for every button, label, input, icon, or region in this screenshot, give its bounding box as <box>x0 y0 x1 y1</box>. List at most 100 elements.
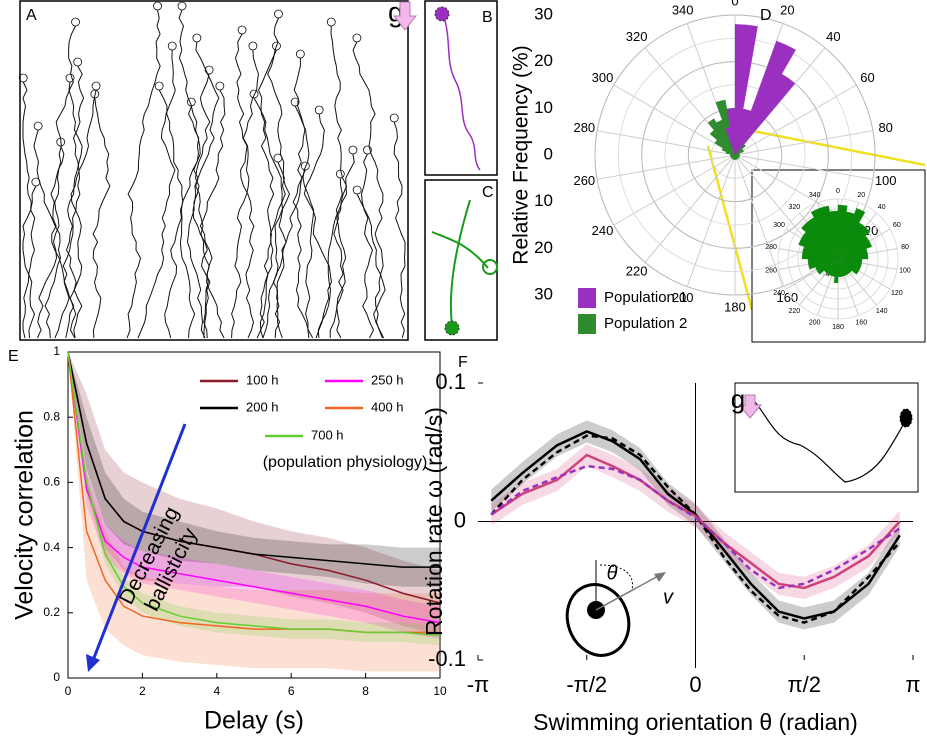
legend-label: 700 h <box>311 427 344 442</box>
cell <box>352 33 362 43</box>
theta-tick-label: 100 <box>875 173 897 188</box>
cell <box>18 73 28 83</box>
trajectory <box>329 25 348 339</box>
x-tick-label: 2 <box>139 684 146 698</box>
panel-label: B <box>482 9 493 26</box>
cell <box>186 97 196 107</box>
panel-label: F <box>458 354 468 371</box>
polar-bar <box>837 226 871 260</box>
gravity-arrow <box>737 394 763 419</box>
x-tick-label: 0 <box>65 684 72 698</box>
y-tick-label: 0.2 <box>43 605 60 619</box>
panel-label: A <box>26 7 37 24</box>
x-tick-label: 4 <box>213 684 220 698</box>
cell <box>290 97 300 107</box>
theta-tick-label: 220 <box>788 308 800 315</box>
polar-bar <box>837 240 873 260</box>
y-tick-label: 0.8 <box>43 409 60 423</box>
panel-a-frame <box>19 0 409 341</box>
cell <box>248 41 258 51</box>
trajectory <box>70 89 97 339</box>
legend-label: Population 2 <box>604 315 687 332</box>
cell <box>237 25 247 35</box>
trajectory <box>754 401 907 483</box>
error-band <box>68 352 440 587</box>
grid-spoke <box>734 130 873 156</box>
cell <box>444 320 460 336</box>
r-tick-label: 0 <box>544 144 553 163</box>
x-tick-label: 6 <box>288 684 295 698</box>
zoom-line <box>737 126 926 167</box>
trajectory <box>190 105 211 339</box>
r-tick-label: 20 <box>534 238 553 257</box>
polar-bar <box>837 258 859 275</box>
zoom-line <box>706 145 754 311</box>
cell <box>899 408 913 428</box>
cell <box>215 81 225 91</box>
trajectory <box>195 41 220 339</box>
velocity-arrow <box>595 574 661 611</box>
theta-tick-label: 260 <box>765 268 777 275</box>
cell <box>389 113 399 123</box>
cell-sketch <box>565 583 631 657</box>
theta-tick-label: 60 <box>893 222 901 229</box>
cell <box>204 65 214 75</box>
theta-tick-label: 320 <box>626 29 648 44</box>
angle-arc <box>599 564 634 591</box>
grid-spoke <box>613 154 736 226</box>
inset-frame <box>734 382 919 493</box>
trajectory <box>442 13 481 171</box>
theta-tick-label: 40 <box>878 204 886 211</box>
theta-tick-label: 120 <box>891 290 903 297</box>
legend-label: Population 1 <box>604 289 687 306</box>
cell <box>154 81 164 91</box>
y-tick-label: 0 <box>53 670 60 684</box>
polar-bar <box>819 205 839 260</box>
annotation: θ <box>607 562 618 584</box>
r-tick-label: 10 <box>534 191 553 210</box>
series-line <box>67 351 440 568</box>
panel-a-trajectories <box>18 1 406 339</box>
theta-tick-label: 40 <box>826 29 840 44</box>
theta-tick-label: 80 <box>878 120 892 135</box>
x-tick-label: -π/2 <box>566 672 607 697</box>
trajectory <box>33 129 62 339</box>
y-axis-title: Rotation rate ω (rad/s) <box>421 407 447 636</box>
polar-bar <box>707 118 736 156</box>
cell <box>335 169 345 179</box>
series-line <box>67 351 441 624</box>
r-tick-label: 10 <box>534 98 553 117</box>
x-tick-label: π <box>905 672 920 697</box>
trajectory <box>253 97 287 339</box>
trajectory <box>231 49 259 339</box>
theta-tick-label: 160 <box>855 320 867 327</box>
trajectory <box>158 89 184 339</box>
cell <box>56 137 66 147</box>
cell <box>91 81 101 91</box>
r-tick-label: 30 <box>534 284 553 303</box>
cell <box>363 145 372 155</box>
trajectory <box>393 121 406 339</box>
y-tick-label: 0.1 <box>435 369 466 394</box>
cell <box>177 1 187 11</box>
cell <box>434 6 450 22</box>
trajectory <box>356 193 386 339</box>
cell <box>482 259 498 275</box>
trajectory <box>92 97 111 339</box>
polar-bar <box>726 108 736 156</box>
trajectory <box>178 9 200 339</box>
theta-tick-label: 240 <box>773 290 785 297</box>
theta-tick-label: 160 <box>776 290 798 305</box>
trajectory <box>259 161 286 339</box>
theta-tick-label: 320 <box>788 204 800 211</box>
cell <box>73 57 83 67</box>
trajectory <box>36 25 76 339</box>
polar-bar <box>837 253 869 260</box>
grid-spoke <box>597 130 736 156</box>
cell <box>274 9 283 19</box>
polar-bar <box>734 73 796 156</box>
cell <box>192 33 202 43</box>
theta-tick-label: 0 <box>836 188 840 195</box>
legend-swatch <box>578 288 596 308</box>
